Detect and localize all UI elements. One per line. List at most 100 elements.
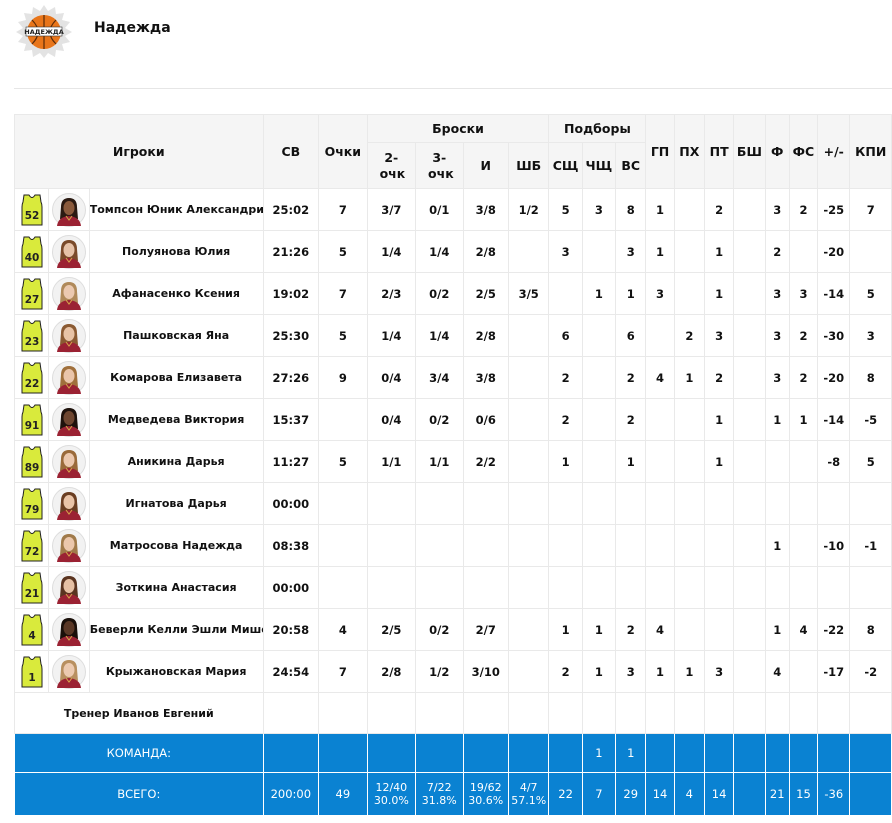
- stat-eff: [849, 230, 892, 273]
- player-row[interactable]: 91 Медведева Виктория 15:37 0/4 0/2 0/6 2 2 1 1 1-…: [13, 398, 892, 441]
- player-name[interactable]: Полуянова Юлия: [88, 230, 264, 273]
- player-name[interactable]: Медведева Виктория: [88, 398, 264, 441]
- player-name[interactable]: Крыжановская Мария: [88, 650, 264, 693]
- jersey-number: 89: [24, 462, 39, 474]
- player-avatar[interactable]: [52, 360, 87, 395]
- stat-min: 19:02: [262, 272, 320, 315]
- stat-three: [415, 566, 464, 609]
- team_row-stat-blk: [733, 733, 766, 773]
- made-attempted: 7/22: [426, 781, 452, 794]
- player-row[interactable]: 27 Афанасенко Ксения 19:02 7 2/3 0/2 2/5 3/5 1 1 3…: [13, 272, 892, 315]
- stat-min: 11:27: [262, 440, 320, 483]
- stat-pf: 4: [764, 650, 790, 693]
- stat-two: 2/5: [366, 608, 417, 651]
- stat-pm: -20: [817, 356, 851, 399]
- stat-pts: 9: [318, 356, 368, 399]
- jersey-number: 40: [24, 252, 39, 264]
- stat-oreb: [548, 272, 583, 315]
- stat-pts: [318, 524, 368, 567]
- stat-oreb: [548, 566, 583, 609]
- player-name[interactable]: Беверли Келли Эшли Мишель: [88, 608, 264, 651]
- player-row[interactable]: 22 Комарова Елизавета 27:26 9 0/4 3/4 3/8 2 2 4 1 2…: [13, 356, 892, 399]
- player-name[interactable]: Матросова Надежда: [88, 524, 264, 567]
- player-avatar[interactable]: [52, 612, 87, 647]
- photo-cell: [48, 566, 90, 609]
- stat-to: [673, 440, 705, 483]
- stat-pts: 5: [318, 440, 368, 483]
- stat-pf: 3: [764, 314, 790, 357]
- col-two: 2-очк: [366, 142, 417, 189]
- player-avatar[interactable]: [52, 570, 87, 605]
- total_row-stat-pm: -36: [817, 772, 851, 816]
- stat-eff: 5: [849, 440, 892, 483]
- player-avatar[interactable]: [52, 276, 87, 311]
- stat-eff: -5: [849, 398, 892, 441]
- player-name[interactable]: Пашковская Яна: [88, 314, 264, 357]
- photo-cell: [48, 524, 90, 567]
- player-avatar[interactable]: [52, 486, 87, 521]
- player-name[interactable]: Аникина Дарья: [88, 440, 264, 483]
- player-avatar[interactable]: [52, 234, 87, 269]
- player-row[interactable]: 79 Игнатова Дарья 00:00: [13, 482, 892, 525]
- stat-pf: 2: [764, 230, 790, 273]
- stat-dreb: [581, 356, 617, 399]
- jersey-cell: 4: [13, 608, 50, 651]
- team-row: КОМАНДА: 1 1: [14, 733, 892, 773]
- stat-blk: [733, 230, 766, 273]
- total-row: ВСЕГО: 200:00 49 12/40 30.0% 7/22 31.8% 19/62 30…: [14, 772, 892, 816]
- jersey-icon: 1: [21, 656, 43, 687]
- stat-eff: 8: [849, 608, 892, 651]
- stat-dreb: 3: [581, 188, 617, 231]
- stat-dreb: [581, 440, 617, 483]
- player-avatar[interactable]: [52, 654, 87, 689]
- player-row[interactable]: 23 Пашковская Яна 25:30 5 1/4 1/4 2/8 6 6 2 3 3 2 -30…: [13, 314, 892, 357]
- stat-three: [415, 482, 464, 525]
- stat-two: 2/3: [366, 272, 417, 315]
- stat-eff: [849, 482, 892, 525]
- col-pm: +/-: [817, 114, 851, 189]
- stat-stl: 2: [703, 356, 735, 399]
- player-row[interactable]: 52 Томпсон Юник Александрия 25:02 7 3/7 0/1 3/…: [13, 188, 892, 231]
- stat-ast: 1: [645, 230, 675, 273]
- total_row-stat-blk: [733, 772, 766, 816]
- stat-ft: [507, 398, 550, 441]
- stat-fg: [462, 566, 509, 609]
- player-row[interactable]: 21 Зоткина Анастасия 00:00: [13, 566, 892, 609]
- player-avatar[interactable]: [52, 318, 87, 353]
- player-row[interactable]: 89 Аникина Дарья 11:27 5 1/1 1/1 2/2 1 1 1 -8 5: [13, 440, 892, 483]
- total_row-stat-ast: 14: [645, 772, 675, 816]
- stat-ast: 1: [645, 650, 675, 693]
- stat-ft: 3/5: [507, 272, 550, 315]
- col-players: Игроки: [14, 114, 264, 189]
- stat-ast: [645, 314, 675, 357]
- stat-reb: [615, 524, 647, 567]
- player-name[interactable]: Игнатова Дарья: [88, 482, 264, 525]
- player-row[interactable]: 40 Полуянова Юлия 21:26 5 1/4 1/4 2/8 3 3 1 1 2 -20: [13, 230, 892, 273]
- player-name[interactable]: Зоткина Анастасия: [88, 566, 264, 609]
- team_row-stat-oreb: [548, 733, 583, 773]
- player-name[interactable]: Комарова Елизавета: [88, 356, 264, 399]
- total_row-stat-pts: 49: [318, 772, 368, 816]
- jersey-cell: 52: [13, 188, 50, 231]
- stat-ast: [645, 398, 675, 441]
- jersey-cell: 91: [13, 398, 50, 441]
- stat-reb: 3: [615, 650, 647, 693]
- total_row-stat-eff: [849, 772, 892, 816]
- stat-oreb: 6: [548, 314, 583, 357]
- team_row-stat-to: [673, 733, 705, 773]
- player-avatar[interactable]: [52, 402, 87, 437]
- stat-ast: [645, 482, 675, 525]
- team-header: НАДЕЖДА Надежда: [0, 0, 892, 62]
- player-name[interactable]: Афанасенко Ксения: [88, 272, 264, 315]
- player-avatar[interactable]: [52, 444, 87, 479]
- player-avatar[interactable]: [52, 192, 87, 227]
- player-avatar[interactable]: [52, 528, 87, 563]
- stat-ft: [507, 650, 550, 693]
- player-name[interactable]: Томпсон Юник Александрия: [88, 188, 264, 231]
- player-row[interactable]: 1 Крыжановская Мария 24:54 7 2/8 1/2 3/10 2 1 3 1 1…: [13, 650, 892, 693]
- total_row-stat-fg: 19/62 30.6%: [462, 772, 509, 816]
- player-row[interactable]: 72 Матросова Надежда 08:38 1 -10 -1: [13, 524, 892, 567]
- stat-pts: 7: [318, 272, 368, 315]
- stat-blk: [733, 272, 766, 315]
